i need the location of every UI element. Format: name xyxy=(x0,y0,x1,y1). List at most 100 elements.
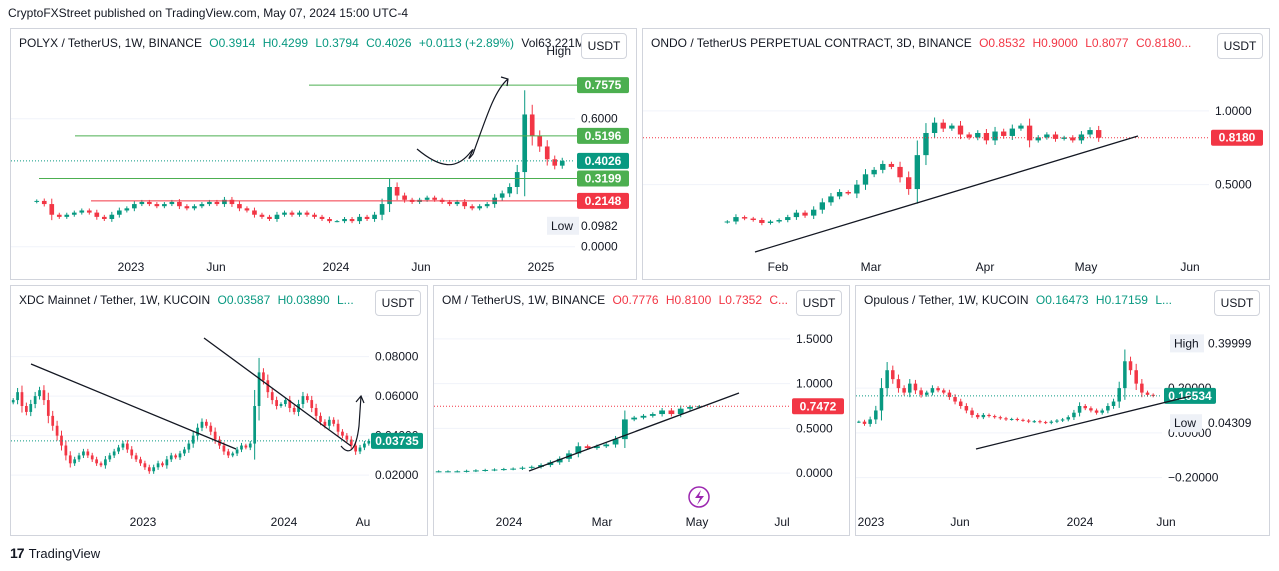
candle-body xyxy=(139,201,145,205)
candle-body xyxy=(514,172,520,187)
candle-body xyxy=(1066,417,1071,420)
candle-body xyxy=(147,201,152,205)
chart-panel-om[interactable]: 1.5000 1.0000 0.5000 0.0000 2024 Mar May Jul 0.7… xyxy=(433,285,850,536)
candle-body xyxy=(880,163,886,170)
currency-button[interactable]: USDT xyxy=(375,290,421,316)
candle-body xyxy=(584,446,591,449)
candle-body xyxy=(1140,383,1144,393)
candle-body xyxy=(183,449,186,454)
change-value: +0.0113 (+2.89%) xyxy=(418,36,515,50)
candle-body xyxy=(274,214,280,219)
candle-body xyxy=(334,221,340,223)
candle-body xyxy=(741,217,748,219)
x-tick-label: Mar xyxy=(861,260,882,274)
level-tag-bg xyxy=(577,192,629,209)
candle-body xyxy=(394,187,400,196)
tradingview-footer[interactable]: 17 TradingView xyxy=(10,545,100,561)
low-value: L0.7352 xyxy=(718,293,762,307)
close-value: C... xyxy=(769,293,789,307)
candle-body xyxy=(913,383,918,391)
candle-body xyxy=(435,471,442,473)
candle-body xyxy=(936,388,940,391)
candle-body xyxy=(257,372,261,406)
candle-body xyxy=(1117,388,1121,402)
last-price-tag: 0.8180 xyxy=(1219,131,1256,145)
candle-body xyxy=(631,417,638,420)
candle-body xyxy=(724,221,730,223)
candle-body xyxy=(998,417,1003,419)
candle-body xyxy=(134,455,138,460)
ondo-chart-svg: 1.0000 0.5000 Feb Mar Apr May Jun 0.8180 xyxy=(643,104,1263,274)
y-tick-label: 0.0000 xyxy=(796,466,833,480)
candle-body xyxy=(759,220,765,223)
candle-body xyxy=(925,392,929,395)
candle-body xyxy=(776,220,782,222)
candle-body xyxy=(874,410,878,420)
candle-body xyxy=(99,463,103,466)
candle-body xyxy=(297,212,302,215)
candle-body xyxy=(125,443,129,450)
trendline xyxy=(30,363,237,450)
opulous-chart-svg: 0.200000.00000−0.200002023Jun2024Jun0.16… xyxy=(856,334,1252,529)
candle-body xyxy=(51,415,55,426)
published-header: CryptoFXStreet published on TradingView.… xyxy=(8,6,408,20)
candle-body xyxy=(314,407,318,416)
currency-button[interactable]: USDT xyxy=(1217,33,1263,59)
candle-body xyxy=(132,204,137,209)
candle-body xyxy=(528,466,535,468)
candle-body xyxy=(941,390,946,393)
x-tick-label: May xyxy=(686,515,709,529)
candle-body xyxy=(64,214,70,217)
candle-body xyxy=(482,469,489,471)
candle-body xyxy=(86,451,90,456)
candle-body xyxy=(947,392,952,398)
currency-button[interactable]: USDT xyxy=(796,290,842,316)
x-tick-label: Jun xyxy=(950,515,969,529)
candle-body xyxy=(1151,394,1155,396)
chart-panel-opulous[interactable]: 0.200000.00000−0.200002023Jun2024Jun0.16… xyxy=(855,285,1270,536)
currency-button[interactable]: USDT xyxy=(581,33,627,59)
chart-panel-xdc[interactable]: 0.080000.060000.040000.0200020232024Au0.… xyxy=(10,285,428,536)
last-price-tag-bg xyxy=(577,152,629,169)
candle-body xyxy=(1043,422,1048,424)
chart-panel-polyx[interactable]: 0.6000 0.0000 2023 Jun 2024 Jun 2025 0.4026 0.75… xyxy=(10,28,637,280)
candle-body xyxy=(1087,130,1093,135)
level-tag: 0.2148 xyxy=(585,194,622,208)
candle-body xyxy=(266,380,270,393)
candle-body xyxy=(323,421,327,426)
candle-body xyxy=(785,217,791,221)
candle-body xyxy=(621,419,628,440)
candle-body xyxy=(510,468,517,470)
candle-body xyxy=(930,388,935,393)
candle-body xyxy=(696,406,703,408)
candle-body xyxy=(1021,419,1025,421)
last-price-tag: 0.03735 xyxy=(375,434,419,448)
candle-body xyxy=(154,204,160,207)
candle-body xyxy=(29,404,33,412)
y-tick-label: 1.0000 xyxy=(1215,104,1252,118)
candle-body xyxy=(79,210,85,213)
lightning-icon xyxy=(688,486,710,508)
candle-body xyxy=(284,400,287,405)
candle-body xyxy=(1004,418,1008,420)
candle-body xyxy=(491,469,498,471)
candle-body xyxy=(60,435,63,446)
candle-body xyxy=(603,444,610,447)
low-label: Low xyxy=(1174,416,1196,430)
candle-body xyxy=(282,212,287,215)
candle-body xyxy=(1096,130,1102,138)
candle-body xyxy=(454,471,461,473)
chart-panel-ondo[interactable]: 1.0000 0.5000 Feb Mar Apr May Jun 0.8180 ONDO /… xyxy=(642,28,1270,280)
candle-body xyxy=(981,414,986,418)
candle-body xyxy=(447,201,452,205)
candle-body xyxy=(529,114,535,136)
candle-body xyxy=(357,216,362,222)
candle-body xyxy=(312,214,317,217)
candle-body xyxy=(507,187,513,194)
candle-body xyxy=(469,206,475,209)
candle-body xyxy=(885,370,889,389)
currency-button[interactable]: USDT xyxy=(1214,290,1260,316)
last-price-tag-bg xyxy=(371,432,423,449)
high-label: High xyxy=(546,44,571,58)
candle-body xyxy=(259,214,265,217)
